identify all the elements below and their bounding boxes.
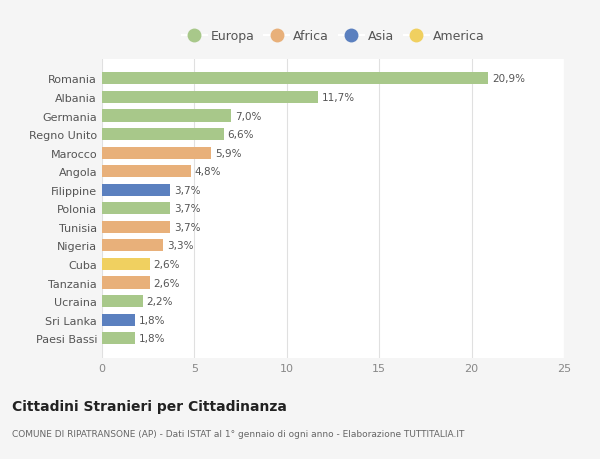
Text: 5,9%: 5,9% [215, 148, 241, 158]
Bar [102, 240, 163, 252]
Text: 3,7%: 3,7% [174, 222, 200, 232]
Text: 6,6%: 6,6% [227, 130, 254, 140]
Bar [102, 92, 318, 104]
Bar [102, 258, 150, 270]
Bar [102, 221, 170, 233]
Legend: Europa, Africa, Asia, America: Europa, Africa, Asia, America [182, 30, 484, 43]
Text: 11,7%: 11,7% [322, 93, 355, 103]
Text: 4,8%: 4,8% [194, 167, 221, 177]
Text: 7,0%: 7,0% [235, 111, 262, 121]
Bar [102, 296, 143, 308]
Text: 20,9%: 20,9% [492, 74, 525, 84]
Text: 1,8%: 1,8% [139, 315, 166, 325]
Bar [102, 129, 224, 141]
Bar [102, 185, 170, 196]
Text: 3,7%: 3,7% [174, 204, 200, 214]
Bar [102, 147, 211, 159]
Bar [102, 203, 170, 215]
Text: 2,6%: 2,6% [154, 278, 180, 288]
Text: 2,2%: 2,2% [146, 297, 173, 307]
Bar [102, 73, 488, 85]
Text: Cittadini Stranieri per Cittadinanza: Cittadini Stranieri per Cittadinanza [12, 399, 287, 413]
Text: 3,7%: 3,7% [174, 185, 200, 196]
Text: 3,3%: 3,3% [167, 241, 193, 251]
Text: 1,8%: 1,8% [139, 333, 166, 343]
Bar [102, 110, 232, 122]
Bar [102, 332, 135, 344]
Bar [102, 314, 135, 326]
Text: 2,6%: 2,6% [154, 259, 180, 269]
Bar [102, 277, 150, 289]
Bar [102, 166, 191, 178]
Text: COMUNE DI RIPATRANSONE (AP) - Dati ISTAT al 1° gennaio di ogni anno - Elaborazio: COMUNE DI RIPATRANSONE (AP) - Dati ISTAT… [12, 429, 464, 438]
